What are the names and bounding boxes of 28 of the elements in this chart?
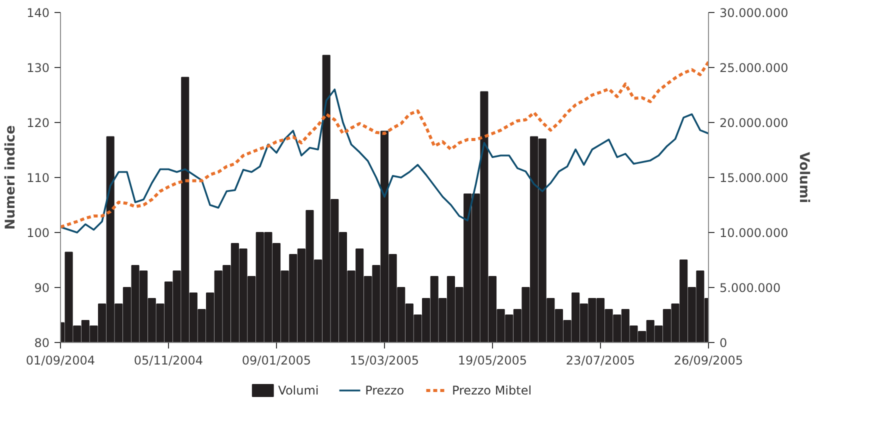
x-tick-label: 01/09/2004 <box>26 354 96 368</box>
y2-tick-label: 20.000.000 <box>720 116 788 130</box>
y-tick-label: 130 <box>26 61 50 75</box>
x-tick-label: 05/11/2004 <box>134 354 204 368</box>
y2-tick-label: 25.000.000 <box>720 61 788 75</box>
y-tick-label: 80 <box>34 336 50 350</box>
y-tick-label: 90 <box>34 281 50 295</box>
y-axis-title: Numeri indice <box>4 125 19 230</box>
y-tick-label: 100 <box>26 226 50 240</box>
y2-tick-label: 5.000.000 <box>720 281 781 295</box>
legend-label: Prezzo Mibtel <box>452 384 532 398</box>
y-tick-label: 140 <box>26 6 50 20</box>
legend-label: Volumi <box>278 384 319 398</box>
legend-label: Prezzo <box>365 384 404 398</box>
x-tick-label: 15/03/2005 <box>350 354 420 368</box>
x-tick-label: 19/05/2005 <box>458 354 528 368</box>
line-series <box>60 88 708 234</box>
y2-tick-label: 15.000.000 <box>720 171 788 185</box>
x-tick-label: 26/09/2005 <box>674 354 744 368</box>
y2-tick-label: 0 <box>720 336 728 350</box>
x-tick-label: 23/07/2005 <box>566 354 636 368</box>
y-tick-label: 120 <box>26 116 50 130</box>
line-series <box>60 60 708 228</box>
y2-tick-label: 10.000.000 <box>720 226 788 240</box>
x-tick-label: 09/01/2005 <box>242 354 312 368</box>
y2-tick-label: 30.000.000 <box>720 6 788 20</box>
y2-axis-title: Volumi <box>796 152 812 204</box>
y-tick-label: 110 <box>26 171 50 185</box>
